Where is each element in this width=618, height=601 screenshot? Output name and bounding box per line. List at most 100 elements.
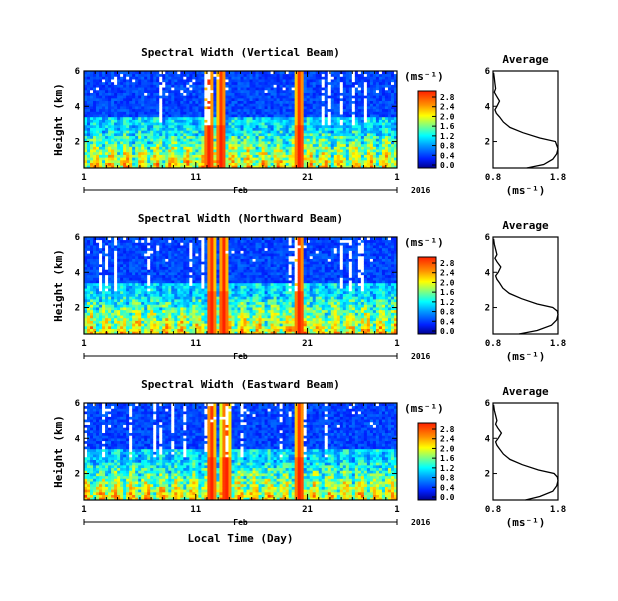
heatmap-cell xyxy=(186,92,190,96)
heatmap-cell xyxy=(264,159,268,164)
heatmap-cell xyxy=(111,97,115,102)
heatmap-cell xyxy=(378,124,383,128)
heatmap-cell xyxy=(183,89,187,93)
heatmap-cell xyxy=(264,132,268,137)
heatmap-cell xyxy=(96,277,100,281)
heatmap-cell xyxy=(312,157,317,161)
heatmap-cell xyxy=(120,245,124,249)
heatmap-cell xyxy=(234,92,238,96)
heatmap-cell xyxy=(132,138,136,142)
heatmap-cell xyxy=(324,84,329,88)
heatmap-cell xyxy=(108,149,112,153)
heatmap-cell xyxy=(318,111,323,115)
heatmap-cell xyxy=(141,304,145,308)
heatmap-cell xyxy=(357,141,362,145)
heatmap-cell xyxy=(177,81,181,85)
heatmap-cell xyxy=(108,296,112,300)
heatmap-cell xyxy=(378,81,383,85)
heatmap-cell xyxy=(99,127,103,131)
heatmap-cell xyxy=(234,95,238,99)
heatmap-cell xyxy=(102,237,106,241)
heatmap-cell xyxy=(381,122,386,126)
heatmap-cell xyxy=(342,97,347,102)
heatmap-cell xyxy=(150,111,154,115)
year-label: 2016 xyxy=(411,186,430,195)
heatmap-cell xyxy=(231,135,235,139)
heatmap-cell xyxy=(300,84,305,88)
heatmap-cell xyxy=(357,79,362,83)
heatmap-cell xyxy=(111,263,115,268)
heatmap-cell xyxy=(231,87,235,91)
heatmap-cell xyxy=(165,71,169,75)
heatmap-cell xyxy=(285,149,290,153)
heatmap-cell xyxy=(183,73,187,77)
heatmap-cell xyxy=(135,149,139,153)
heatmap-cell xyxy=(252,76,256,80)
heatmap-cell xyxy=(135,141,139,145)
heatmap-cell xyxy=(321,124,326,128)
heatmap-cell xyxy=(180,95,184,99)
heatmap-cell xyxy=(213,73,217,77)
heatmap-cell xyxy=(147,255,151,259)
heatmap-cell xyxy=(213,130,217,134)
heatmap-cell xyxy=(249,146,253,150)
heatmap-cell xyxy=(387,165,392,168)
heatmap-cell xyxy=(360,132,365,137)
heatmap-cell xyxy=(372,79,377,83)
heatmap-cell xyxy=(141,253,145,257)
heatmap-cell xyxy=(285,111,290,115)
heatmap-cell xyxy=(390,71,395,75)
heatmap-cell xyxy=(294,159,299,164)
heatmap-cell xyxy=(114,87,118,91)
heatmap-cell xyxy=(147,290,151,294)
heatmap-cell xyxy=(159,298,163,303)
heatmap-cell xyxy=(363,84,368,88)
heatmap-cell xyxy=(279,92,284,96)
heatmap-cell xyxy=(84,272,88,276)
heatmap-cell xyxy=(144,108,148,112)
heatmap-cell xyxy=(102,315,106,319)
heatmap-cell xyxy=(135,100,139,104)
heatmap-cell xyxy=(123,258,127,262)
heatmap-cell xyxy=(141,127,145,131)
heatmap-cell xyxy=(192,71,196,75)
heatmap-cell xyxy=(153,100,157,104)
heatmap-cell xyxy=(339,154,344,158)
heatmap-cell xyxy=(153,108,157,112)
heatmap-cell xyxy=(381,159,386,164)
heatmap-cell xyxy=(300,114,305,118)
heatmap-cell xyxy=(255,127,259,131)
heatmap-cell xyxy=(294,162,299,166)
heatmap-cell xyxy=(309,149,314,153)
heatmap-cell xyxy=(150,71,154,75)
heatmap-cell xyxy=(84,325,88,330)
heatmap-cell xyxy=(96,116,100,120)
heatmap-cell xyxy=(147,97,151,102)
heatmap-cell xyxy=(375,73,380,77)
heatmap-cell xyxy=(162,89,166,93)
heatmap-cell xyxy=(309,165,314,168)
heatmap-cell xyxy=(372,154,377,158)
heatmap-cell xyxy=(174,89,178,93)
heatmap-cell xyxy=(336,132,341,137)
heatmap-cell xyxy=(240,95,244,99)
heatmap-cell xyxy=(174,95,178,99)
heatmap-cell xyxy=(285,106,290,110)
heatmap-cell xyxy=(381,106,386,110)
heatmap-cell xyxy=(117,143,121,147)
heatmap-cell xyxy=(189,71,193,75)
heatmap-cell xyxy=(357,116,362,120)
heatmap-cell xyxy=(276,87,281,91)
heatmap-cell xyxy=(186,162,190,166)
heatmap-cell xyxy=(174,138,178,142)
heatmap-cell xyxy=(147,111,151,115)
heatmap-cell xyxy=(318,130,323,134)
heatmap-cell xyxy=(135,157,139,161)
heatmap-cell xyxy=(327,84,332,88)
heatmap-cell xyxy=(171,76,175,80)
heatmap-cell xyxy=(108,307,112,311)
heatmap-cell xyxy=(105,266,109,270)
heatmap-cell xyxy=(108,111,112,115)
heatmap-cell xyxy=(291,149,296,153)
heatmap-cell xyxy=(99,100,103,104)
